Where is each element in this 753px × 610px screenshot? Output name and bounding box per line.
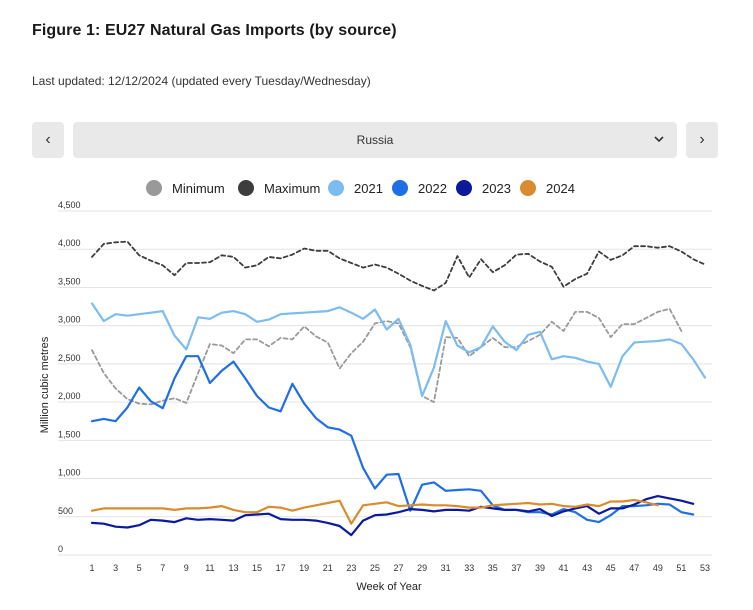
x-tick-label: 15	[252, 563, 262, 573]
x-tick-label: 41	[559, 563, 569, 573]
x-tick-label: 45	[606, 563, 616, 573]
series-line-2021	[90, 302, 707, 398]
legend-marker	[392, 180, 408, 196]
x-axis-title: Week of Year	[356, 581, 422, 593]
x-tick-label: 23	[346, 563, 356, 573]
x-tick-label: 29	[417, 563, 427, 573]
legend-item-2023[interactable]: 2023	[456, 180, 511, 196]
chart-legend: Minimum Maximum 2021 2022 2023 2024	[146, 180, 575, 196]
previous-source-button[interactable]: ‹	[32, 122, 64, 158]
legend-item-maximum[interactable]: Maximum	[238, 180, 320, 196]
legend-marker	[456, 180, 472, 196]
legend-item-minimum[interactable]: Minimum	[146, 180, 225, 196]
legend-label: 2023	[482, 181, 511, 196]
y-tick-label: 3,500	[58, 276, 81, 286]
x-tick-label: 21	[323, 563, 333, 573]
x-tick-label: 33	[464, 563, 474, 573]
x-tick-label: 51	[676, 563, 686, 573]
y-tick-label: 1,000	[58, 468, 81, 478]
x-tick-label: 13	[228, 563, 238, 573]
x-tick-label: 7	[160, 563, 165, 573]
legend-marker	[328, 180, 344, 196]
chevron-left-icon: ‹	[45, 131, 51, 148]
x-tick-label: 37	[511, 563, 521, 573]
x-tick-label: 47	[629, 563, 639, 573]
legend-label: Maximum	[264, 181, 320, 196]
chevron-right-icon: ›	[699, 131, 705, 148]
source-dropdown[interactable]: Russia	[73, 122, 677, 158]
legend-label: 2021	[354, 181, 383, 196]
source-selector-row: ‹ Russia ›	[32, 122, 718, 158]
y-axis-ticks: 0 500 1,000 1,500 2,000 2,500 3,000 3,500 4,000 4…	[58, 200, 81, 554]
legend-item-2021[interactable]: 2021	[328, 180, 383, 196]
chevron-down-icon	[654, 136, 664, 143]
x-tick-label: 35	[488, 563, 498, 573]
x-tick-label: 49	[653, 563, 663, 573]
y-tick-label: 1,500	[58, 429, 81, 439]
series-line-2023	[90, 495, 695, 537]
y-tick-label: 2,000	[58, 391, 81, 401]
y-tick-label: 2,500	[58, 353, 81, 363]
legend-marker	[520, 180, 536, 196]
series-line-maximum	[91, 240, 706, 292]
x-tick-label: 31	[441, 563, 451, 573]
series-line-minimum	[91, 307, 683, 406]
x-axis-ticks: 1 3 5 7 9 11 13 15 17 19 21 23 25 27 29 31 33 35 37 39 41 43 4…	[89, 563, 710, 573]
source-dropdown-value: Russia	[356, 133, 394, 147]
y-tick-label: 3,000	[58, 315, 81, 325]
chart-series-lines	[90, 240, 707, 537]
x-tick-label: 5	[137, 563, 142, 573]
x-tick-label: 17	[276, 563, 286, 573]
legend-label: 2024	[546, 181, 575, 196]
legend-label: Minimum	[172, 181, 225, 196]
x-tick-label: 3	[113, 563, 118, 573]
y-tick-label: 4,000	[58, 238, 81, 248]
next-source-button[interactable]: ›	[686, 122, 718, 158]
x-tick-label: 39	[535, 563, 545, 573]
x-tick-label: 53	[700, 563, 710, 573]
legend-label: 2022	[418, 181, 447, 196]
x-tick-label: 25	[370, 563, 380, 573]
legend-marker	[146, 180, 162, 196]
legend-marker	[238, 180, 254, 196]
legend-item-2024[interactable]: 2024	[520, 180, 575, 196]
x-tick-label: 11	[205, 563, 214, 573]
y-tick-label: 500	[58, 506, 73, 516]
y-tick-label: 0	[58, 544, 63, 554]
y-axis-title: Million cubic metres	[39, 336, 51, 433]
x-tick-label: 43	[582, 563, 592, 573]
x-tick-label: 1	[89, 563, 94, 573]
y-tick-label: 4,500	[58, 200, 81, 210]
figure-title: Figure 1: EU27 Natural Gas Imports (by s…	[32, 22, 397, 39]
x-tick-label: 27	[393, 563, 403, 573]
series-line-2022	[90, 355, 695, 524]
chart-gridlines	[58, 210, 712, 556]
x-tick-label: 9	[184, 563, 189, 573]
legend-item-2022[interactable]: 2022	[392, 180, 447, 196]
x-tick-label: 19	[299, 563, 309, 573]
series-line-2024	[90, 498, 659, 525]
last-updated-text: Last updated: 12/12/2024 (updated every …	[32, 74, 371, 88]
